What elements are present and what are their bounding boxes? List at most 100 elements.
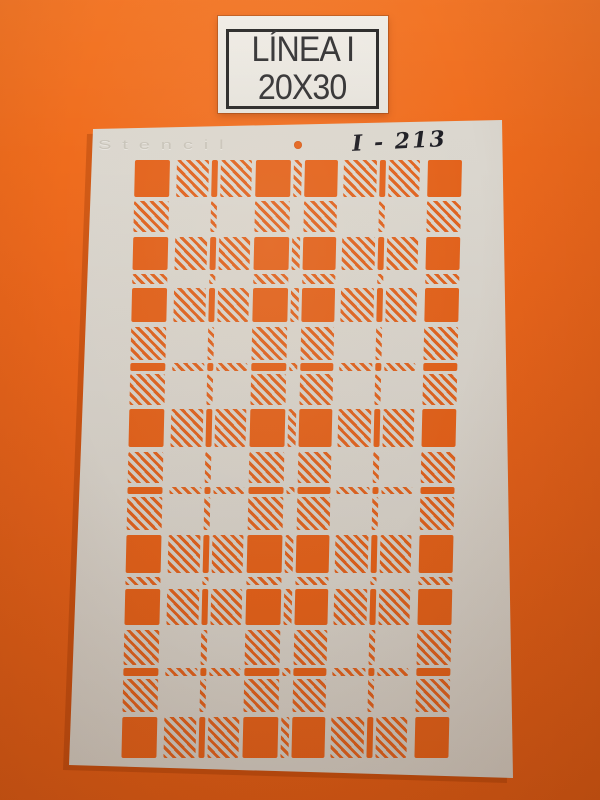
pattern-cell-stripe [246, 577, 282, 585]
pattern-cell-stripe [244, 630, 281, 665]
pattern-cell-stripe [206, 374, 214, 405]
pattern-cell-stripe [333, 589, 368, 625]
pattern-cell-stripe [165, 668, 198, 676]
pattern-cell-stripe [299, 374, 334, 405]
pattern-cell-solid [369, 589, 377, 625]
pattern-cell-stripe [420, 452, 456, 483]
pattern-cell-solid [424, 288, 460, 322]
pattern-cell-stripe [378, 589, 411, 625]
pattern-cell-solid [295, 535, 330, 573]
pattern-cell-solid [131, 288, 168, 322]
pattern-cell-stripe [174, 237, 208, 270]
pattern-cell-stripe [415, 679, 451, 712]
pattern-cell-stripe [377, 274, 384, 284]
pattern-cell-stripe [218, 237, 251, 270]
pattern-cell-solid [200, 668, 207, 676]
pattern-cell-stripe [339, 363, 373, 371]
pattern-cell-solid [366, 717, 374, 758]
pattern-cell-solid [201, 589, 209, 625]
pattern-cell-stripe [122, 679, 159, 712]
pattern-cell-solid [416, 668, 451, 676]
pattern-cell-solid [128, 409, 165, 447]
pattern-cell-stripe [330, 717, 365, 758]
pattern-cell-solid [251, 363, 287, 371]
pattern-cell-stripe [169, 487, 202, 494]
pattern-cell-solid [245, 589, 282, 625]
pattern-cell-stripe [170, 409, 204, 447]
pattern-cell-stripe [343, 160, 377, 197]
pattern-cell-stripe [123, 630, 160, 665]
embossed-brand-text: Stencil [98, 137, 235, 152]
pattern-cell-stripe [280, 717, 290, 758]
pattern-cell-stripe [416, 630, 452, 665]
pattern-cell-solid [207, 363, 214, 371]
pattern-cell-stripe [289, 363, 298, 371]
pattern-cell-solid [373, 409, 381, 447]
pattern-cell-stripe [300, 327, 335, 360]
pattern-cell-stripe [176, 160, 209, 197]
pattern-cell-stripe [423, 327, 459, 360]
pattern-cell-stripe [163, 717, 197, 758]
pattern-cell-stripe [379, 535, 412, 573]
pattern-cell-stripe [209, 274, 216, 284]
pattern-cell-stripe [367, 679, 375, 712]
pattern-cell-stripe [200, 630, 208, 665]
pattern-cell-solid [244, 668, 280, 676]
pattern-cell-solid [198, 717, 206, 758]
pattern-cell-stripe [336, 487, 370, 494]
pattern-cell-solid [255, 160, 291, 197]
pattern-cell-stripe [172, 363, 205, 371]
pattern-cell-stripe [125, 577, 161, 585]
pattern-cell-stripe [295, 577, 329, 585]
pattern-cell-solid [302, 237, 337, 270]
pattern-cell-stripe [370, 577, 377, 585]
pattern-cell-stripe [286, 487, 295, 494]
pattern-cell-stripe [207, 327, 215, 360]
pattern-cell-stripe [129, 374, 166, 405]
pattern-cell-solid [423, 363, 458, 371]
pattern-cell-stripe [291, 237, 301, 270]
label-card: LÍNEA I 20X30 [218, 16, 388, 113]
pattern-cell-stripe [297, 452, 332, 483]
pattern-cell-solid [127, 487, 163, 494]
pattern-cell-stripe [173, 288, 207, 322]
pattern-cell-solid [379, 160, 386, 197]
pattern-cell-solid [301, 288, 336, 322]
pattern-cell-stripe [422, 374, 458, 405]
pattern-cell-stripe [372, 452, 380, 483]
label-line-1: LÍNEA I [251, 30, 355, 69]
pattern-cell-stripe [425, 274, 460, 284]
pattern-cell-stripe [303, 201, 338, 232]
pattern-cell-stripe [199, 679, 207, 712]
pattern-cell-stripe [216, 363, 248, 371]
pattern-cell-stripe [133, 201, 170, 232]
pattern-cell-stripe [253, 274, 289, 284]
pattern-cell-stripe [220, 160, 252, 197]
pattern-cell-solid [253, 237, 290, 270]
label-line-2: 20X30 [258, 68, 347, 107]
pattern-cell-stripe [340, 288, 375, 322]
pattern-cell-stripe [254, 201, 291, 232]
pattern-cell-stripe [332, 668, 366, 676]
pattern-cell-solid [421, 409, 457, 447]
pattern-cell-solid [298, 409, 333, 447]
pattern-cell-stripe [341, 237, 376, 270]
pattern-cell-stripe [284, 535, 294, 573]
pattern-cell-stripe [132, 274, 168, 284]
pattern-cell-stripe [204, 452, 212, 483]
pattern-cell-stripe [419, 497, 455, 530]
pattern-cell-stripe [217, 288, 250, 322]
pattern-cell-solid [372, 487, 379, 494]
pattern-cell-solid [121, 717, 158, 758]
pattern-cell-solid [125, 535, 162, 573]
pattern-cell-stripe [378, 201, 386, 232]
pattern-cell-solid [293, 668, 327, 676]
pattern-cell-stripe [248, 452, 285, 483]
pattern-cell-stripe [210, 201, 218, 232]
pattern-cell-solid [202, 535, 210, 573]
pattern-cell-stripe [243, 679, 280, 712]
pattern-cell-stripe [210, 589, 243, 625]
pattern-cell-solid [375, 363, 382, 371]
pattern-cell-stripe [377, 668, 409, 676]
